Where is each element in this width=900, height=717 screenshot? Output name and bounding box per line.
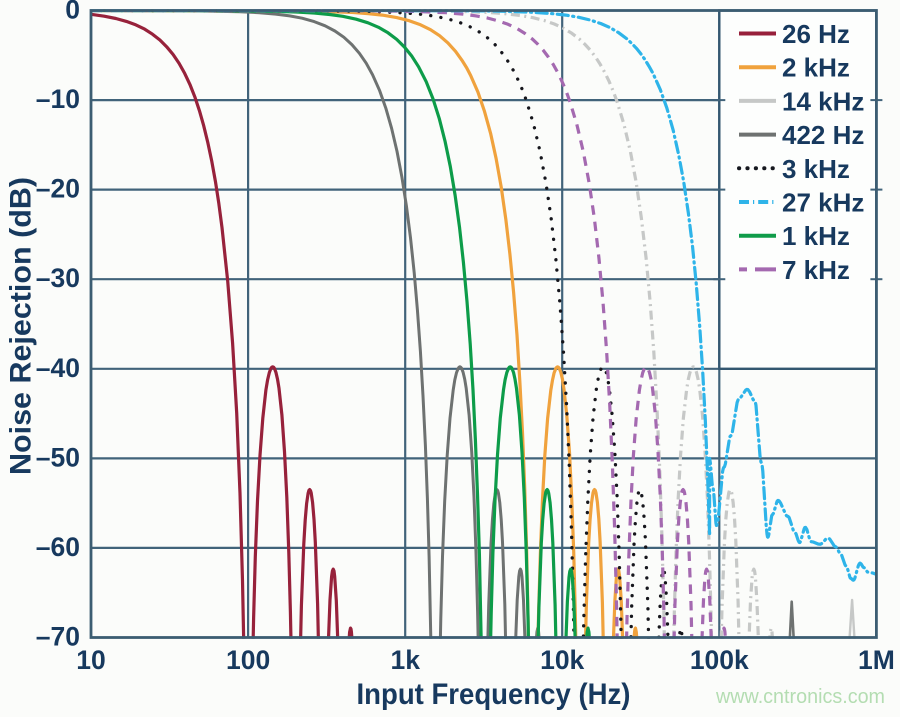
svg-text:100: 100 xyxy=(226,645,270,675)
svg-text:–20: –20 xyxy=(36,174,80,204)
svg-text:2 kHz: 2 kHz xyxy=(782,53,850,83)
svg-text:–50: –50 xyxy=(36,442,80,472)
svg-text:Input Frequency (Hz): Input Frequency (Hz) xyxy=(357,678,631,711)
svg-text:Noise Rejection (dB): Noise Rejection (dB) xyxy=(5,177,38,475)
svg-text:–10: –10 xyxy=(36,84,80,114)
svg-text:–70: –70 xyxy=(36,622,80,652)
svg-text:27 kHz: 27 kHz xyxy=(782,188,864,218)
svg-text:422 Hz: 422 Hz xyxy=(782,120,864,150)
svg-text:–40: –40 xyxy=(36,353,80,383)
svg-text:7 kHz: 7 kHz xyxy=(782,255,850,285)
svg-text:3 kHz: 3 kHz xyxy=(782,154,850,184)
svg-text:www.cntronics.com: www.cntronics.com xyxy=(715,686,885,708)
svg-text:1 kHz: 1 kHz xyxy=(782,221,850,251)
svg-text:10k: 10k xyxy=(540,645,584,675)
svg-text:14 kHz: 14 kHz xyxy=(782,86,864,116)
svg-text:100k: 100k xyxy=(690,645,749,675)
svg-text:10: 10 xyxy=(76,645,105,675)
svg-text:26 Hz: 26 Hz xyxy=(782,19,850,49)
svg-text:1k: 1k xyxy=(390,645,420,675)
svg-text:1M: 1M xyxy=(858,645,895,675)
svg-text:–30: –30 xyxy=(36,263,80,293)
svg-text:–60: –60 xyxy=(36,532,80,562)
svg-text:0: 0 xyxy=(65,0,80,25)
